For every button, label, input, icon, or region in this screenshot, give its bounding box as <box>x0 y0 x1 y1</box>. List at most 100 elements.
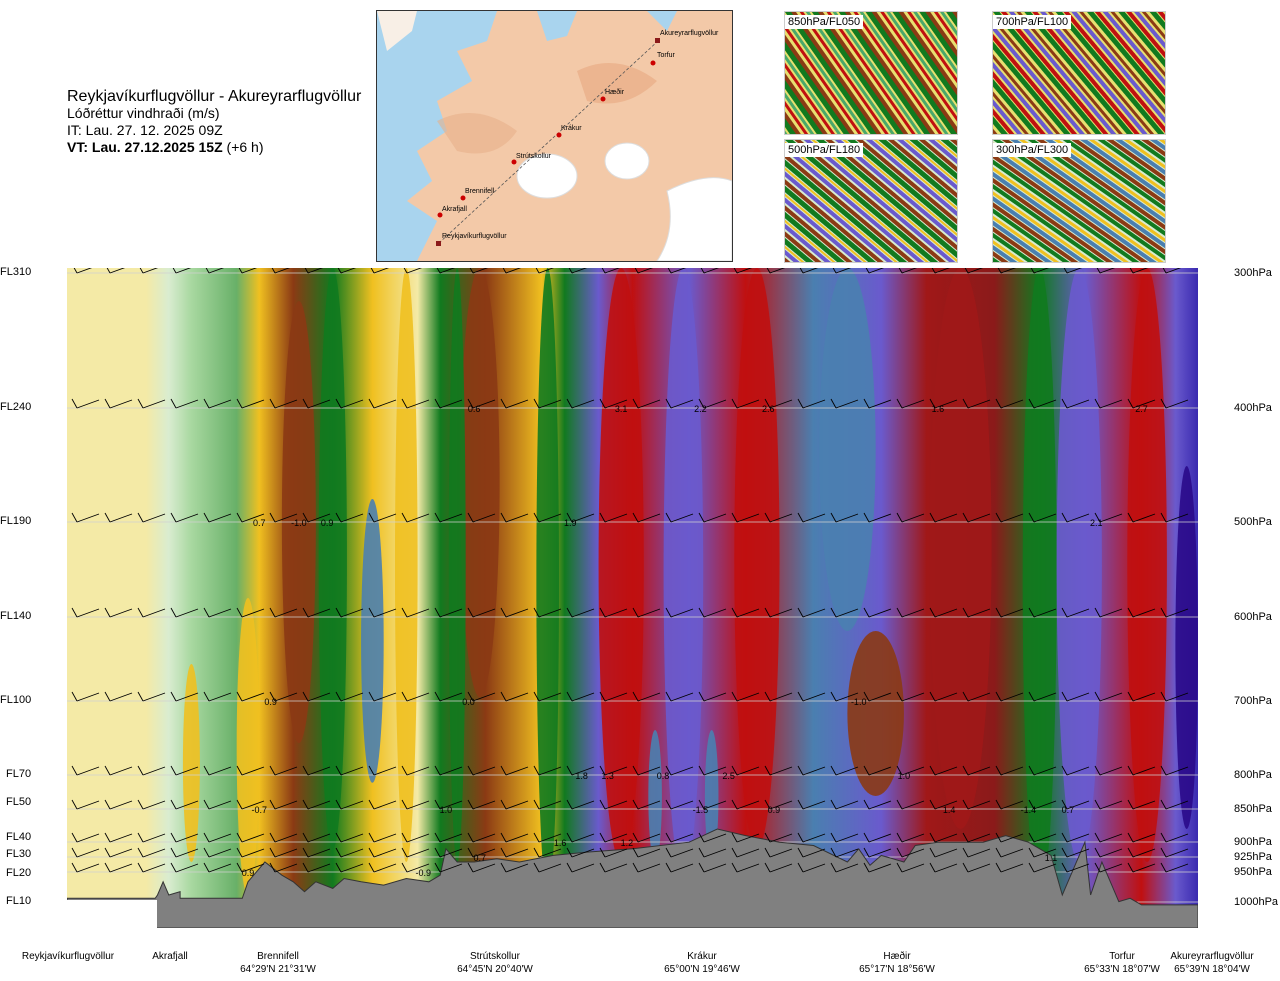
wind-barb <box>1094 512 1123 523</box>
map-point-krakur <box>556 132 562 138</box>
terrain <box>66 828 1199 929</box>
wind-barb <box>995 398 1024 409</box>
wind-barb <box>401 847 430 858</box>
value-annotation: 1.1 <box>1045 853 1058 863</box>
wind-barb <box>203 832 232 843</box>
wind-barb <box>1160 832 1189 843</box>
wind-barb <box>995 799 1024 810</box>
wind-barb <box>1094 607 1123 618</box>
wind-barb <box>269 691 298 702</box>
wind-barb <box>665 512 694 523</box>
wind-barb <box>104 847 133 858</box>
route-map-svg: Akureyrarflugvöllur Torfur Hæðir Krákur … <box>377 11 732 261</box>
fl-label: FL140 <box>0 610 32 622</box>
wind-barb <box>1127 862 1156 873</box>
wind-barb <box>1127 691 1156 702</box>
wind-barb <box>863 691 892 702</box>
wind-barb <box>566 607 595 618</box>
value-annotation: 1.0 <box>898 771 911 781</box>
wind-barb <box>269 862 298 873</box>
wind-barb <box>137 847 166 858</box>
map-point-haedir <box>600 96 606 102</box>
waypoint-name: Torfur <box>1109 951 1135 962</box>
fl-label: FL40 <box>6 831 32 843</box>
wind-barb <box>368 765 397 776</box>
field-column <box>1175 466 1198 829</box>
wind-barb <box>995 512 1024 523</box>
wind-barb <box>599 512 628 523</box>
wind-barb <box>203 765 232 776</box>
wind-barb <box>764 832 793 843</box>
wind-barb <box>1160 862 1189 873</box>
wind-barb <box>269 512 298 523</box>
wind-barb <box>1160 847 1189 858</box>
value-annotation: -1.5 <box>693 805 709 815</box>
wind-barb <box>566 691 595 702</box>
wind-barb <box>401 832 430 843</box>
field-column <box>648 730 662 862</box>
wind-barb <box>104 832 133 843</box>
wind-barb <box>1094 862 1123 873</box>
wind-barb <box>368 832 397 843</box>
wind-barb <box>830 832 859 843</box>
value-annotation: 1.8 <box>575 771 588 781</box>
wind-barb <box>203 847 232 858</box>
wind-barb <box>533 512 562 523</box>
wind-barb <box>896 691 925 702</box>
value-annotation: 0.9 <box>242 868 255 878</box>
wind-barb <box>170 847 199 858</box>
wind-barb <box>434 512 463 523</box>
route-points <box>436 38 660 246</box>
waypoint-coord: 65°00'N 19°46'W <box>664 964 740 975</box>
wind-barb <box>665 398 694 409</box>
hpa-label: 925hPa <box>1234 851 1272 863</box>
wind-barb <box>929 398 958 409</box>
wind-barb <box>1061 512 1090 523</box>
wind-barb <box>896 512 925 523</box>
wind-barb <box>1094 799 1123 810</box>
issue-time: IT: Lau. 27. 12. 2025 09Z <box>67 122 223 138</box>
value-annotation: 0.8 <box>657 771 670 781</box>
wind-barb <box>896 832 925 843</box>
wind-barb <box>1028 799 1057 810</box>
wind-barb <box>236 607 265 618</box>
wind-barb <box>467 862 496 873</box>
wind-barb <box>170 398 199 409</box>
wind-barb <box>137 398 166 409</box>
map-label-krakur: Krákur <box>561 125 582 132</box>
wind-barb <box>1160 691 1189 702</box>
wind-barb <box>104 799 133 810</box>
wind-barb <box>632 512 661 523</box>
wind-barb <box>302 862 331 873</box>
wind-barb <box>434 847 463 858</box>
wind-barb <box>731 607 760 618</box>
wind-barb <box>962 607 991 618</box>
wind-barb <box>170 691 199 702</box>
title-block: Reykjavíkurflugvöllur - Akureyrarflugvöl… <box>67 88 361 156</box>
wind-barb <box>1061 607 1090 618</box>
wind-barb <box>368 398 397 409</box>
wind-barb <box>170 832 199 843</box>
wind-barb <box>533 398 562 409</box>
wind-barb <box>962 832 991 843</box>
wind-barb <box>467 847 496 858</box>
wind-barb <box>731 512 760 523</box>
wind-barb <box>830 691 859 702</box>
wind-barb <box>368 607 397 618</box>
wind-barb <box>995 862 1024 873</box>
waypoint-name: Brennifell <box>257 951 299 962</box>
wind-barb <box>533 862 562 873</box>
hpa-label: 700hPa <box>1234 695 1272 707</box>
wind-barb <box>665 765 694 776</box>
value-annotation: 2.2 <box>694 404 707 414</box>
wind-barb <box>599 607 628 618</box>
mini-map-850: 850hPa/FL050 <box>784 11 958 135</box>
wind-barb <box>599 847 628 858</box>
wind-barb <box>302 765 331 776</box>
wind-barb <box>863 862 892 873</box>
wind-barb <box>533 832 562 843</box>
wind-barb <box>995 765 1024 776</box>
field-column <box>663 268 704 876</box>
wind-barb <box>1127 799 1156 810</box>
value-annotation: -1.4 <box>1021 805 1037 815</box>
